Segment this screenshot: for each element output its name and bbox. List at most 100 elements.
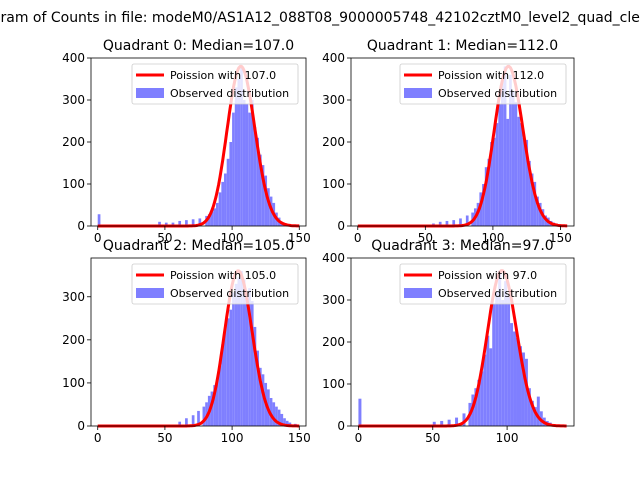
hist-bar (514, 102, 518, 226)
hist-bar (445, 220, 449, 226)
hist-bar (237, 277, 241, 426)
hist-bar (185, 220, 188, 226)
y-tick-label: 0 (77, 419, 85, 433)
hist-bar (501, 300, 505, 426)
panel-0: 0 50 100 150 0 100 200 300 400 Quadrant 0: Median… (62, 38, 311, 245)
hist-bar (521, 352, 525, 426)
hist-bar (503, 66, 507, 227)
hist-bar (97, 214, 101, 226)
y-tick-label: 0 (337, 419, 345, 433)
x-tick-label: 50 (157, 431, 172, 445)
hist-bar (232, 292, 235, 426)
hist-bar (224, 324, 227, 426)
legend-hist-label: Observed distribution (170, 287, 289, 300)
legend-fit-label: Poission with 97.0 (438, 269, 537, 282)
hist-bar (462, 413, 466, 426)
hist-bar (210, 391, 214, 426)
hist-bar (504, 281, 508, 426)
hist-bar (518, 346, 522, 426)
hist-bar (484, 167, 488, 226)
y-tick-label: 0 (337, 219, 345, 233)
hist-bar (275, 406, 278, 426)
y-tick-label: 300 (62, 93, 85, 107)
y-tick-label: 400 (322, 51, 345, 65)
subplot-title: Quadrant 3: Median=97.0 (371, 238, 553, 254)
hist-bar (495, 123, 499, 226)
y-tick-label: 200 (322, 135, 345, 149)
hist-bar (250, 100, 254, 226)
legend-box (131, 63, 299, 105)
hist-bar (264, 175, 268, 226)
y-tick-label: 400 (322, 251, 345, 265)
x-tick-label: 150 (288, 231, 311, 245)
hist-bar (226, 158, 230, 226)
hist-bar (524, 358, 528, 426)
hist-bar (513, 331, 517, 426)
hist-bar (479, 192, 483, 226)
y-tick-label: 200 (322, 335, 345, 349)
hist-bar (480, 371, 484, 426)
subplot-title: Quadrant 1: Median=112.0 (367, 38, 558, 54)
y-tick-label: 200 (62, 135, 85, 149)
x-tick-label: 100 (221, 231, 244, 245)
hist-bar (158, 221, 161, 226)
hist-bar (232, 112, 235, 226)
hist-bar (221, 344, 225, 426)
hist-bar (256, 137, 259, 226)
hist-bar (171, 222, 175, 226)
legend-fit-label: Poission with 107.0 (170, 69, 276, 82)
x-tick-label: 0 (355, 431, 363, 445)
hist-bar (261, 165, 265, 226)
hist-bar (492, 137, 496, 226)
y-tick-label: 0 (77, 219, 85, 233)
hist-bar (272, 402, 276, 426)
hist-bar (509, 74, 512, 226)
hist-bar (358, 398, 362, 426)
hist-bar (253, 127, 257, 226)
hist-bar (525, 139, 529, 226)
hist-bar (477, 379, 481, 426)
panel-2: 0 50 100 150 0 100 200 300 Quadrant 2: Median=10… (62, 238, 311, 445)
x-tick-label: 50 (418, 231, 433, 245)
hist-bar (452, 220, 456, 226)
hist-bar (221, 181, 225, 226)
hist-bar (490, 142, 493, 226)
hist-bar (489, 348, 493, 426)
hist-bar (492, 304, 496, 426)
hist-bar (536, 396, 540, 426)
hist-bar (191, 415, 195, 426)
hist-bar (245, 292, 249, 426)
hist-bar (258, 367, 262, 426)
x-tick-label: 100 (496, 431, 519, 445)
hist-bar (498, 104, 502, 226)
hist-bar (240, 66, 243, 227)
hist-bar (511, 91, 515, 226)
hist-bar (215, 378, 219, 426)
hist-bar (528, 160, 531, 226)
hist-bar (237, 79, 241, 226)
legend-fit-label: Poission with 105.0 (170, 269, 276, 282)
legend-box (399, 63, 567, 105)
hist-bar (486, 335, 490, 426)
hist-bar (229, 309, 233, 426)
hist-bar (226, 318, 230, 426)
y-tick-label: 100 (62, 177, 85, 191)
hist-bar (253, 326, 257, 426)
hist-bar (495, 291, 499, 426)
subplot-title: Quadrant 2: Median=105.0 (103, 238, 294, 254)
figure-title: Histogram of Counts in file: modeM0/AS1A… (0, 10, 640, 26)
legend-hist-swatch (404, 288, 432, 298)
hist-bar (242, 100, 246, 226)
hist-bar (527, 388, 531, 426)
hist-bar (250, 301, 254, 426)
hist-bar (164, 222, 168, 226)
hist-bar (530, 400, 534, 426)
y-tick-label: 200 (62, 333, 85, 347)
hist-bar (487, 158, 491, 226)
hist-bar (213, 385, 216, 426)
hist-bar (440, 420, 444, 426)
x-tick-label: 50 (157, 231, 172, 245)
hist-bar (178, 421, 182, 426)
legend-hist-swatch (136, 288, 164, 298)
